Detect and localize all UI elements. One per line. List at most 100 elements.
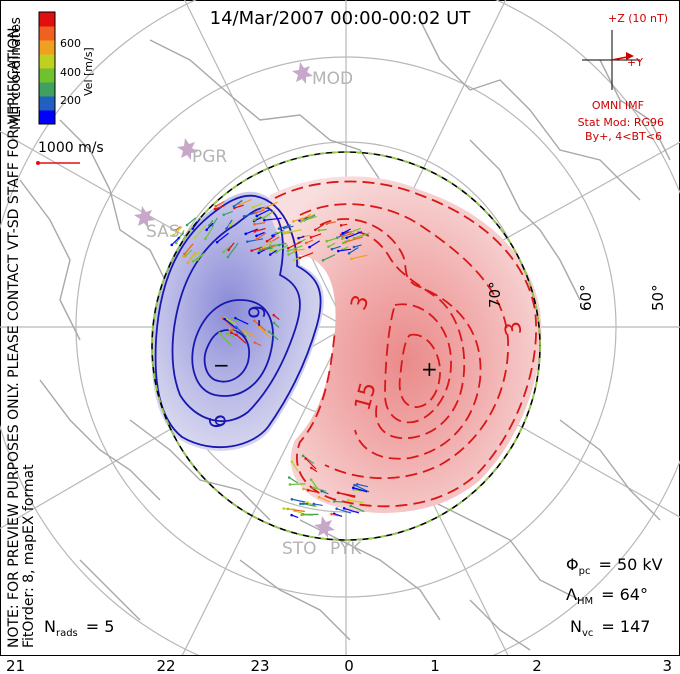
- colorbar-segment: [39, 96, 55, 111]
- velocity-vector: [256, 209, 270, 217]
- station-label-sas: SAS: [146, 222, 180, 242]
- velocity-vector: [291, 498, 306, 503]
- velocity-vector-origin: [304, 457, 308, 460]
- velocity-vector: [192, 251, 200, 258]
- velocity-vector: [278, 224, 291, 230]
- velocity-vector: [235, 334, 247, 344]
- velocity-vector: [257, 326, 272, 339]
- velocity-vector-origin: [172, 233, 175, 237]
- velocity-vector-origin: [290, 513, 293, 517]
- velocity-vector-origin: [252, 319, 256, 323]
- velocity-vector-origin: [330, 512, 333, 516]
- velocity-vector: [351, 254, 368, 260]
- velocity-vector-origin: [287, 253, 290, 256]
- velocity-vector: [305, 458, 317, 470]
- velocity-vector-origin: [258, 248, 262, 252]
- velocity-vector-origin: [320, 489, 324, 493]
- velocity-vector-origin: [268, 253, 272, 256]
- velocity-vector: [223, 210, 233, 216]
- velocity-vector: [204, 227, 214, 240]
- velocity-vector: [261, 244, 277, 250]
- velocity-vector-origin: [174, 229, 177, 232]
- velocity-vector: [254, 222, 266, 225]
- imf-y-label: +Y: [627, 56, 643, 69]
- velocity-vector-origin: [232, 205, 236, 208]
- velocity-vector-origin: [317, 495, 321, 499]
- velocity-vector-origin: [309, 478, 313, 482]
- imf-dial: [582, 30, 640, 90]
- velocity-vector: [322, 254, 336, 261]
- velocity-vector-origin: [274, 231, 277, 235]
- velocity-vector-origin: [335, 507, 338, 511]
- velocity-vector-origin: [336, 491, 340, 495]
- mlt-tick-label: 22: [156, 657, 175, 674]
- velocity-vector-origin: [327, 245, 330, 249]
- velocity-vector-origin: [271, 234, 274, 237]
- velocity-vector: [353, 244, 362, 248]
- colorbar-segment: [39, 40, 55, 55]
- mlt-tick-label: 2: [532, 657, 542, 674]
- imf-source: OMNI IMF: [592, 99, 644, 112]
- velocity-vector: [354, 484, 370, 493]
- velocity-vector-origin: [330, 247, 334, 251]
- velocity-vector: [275, 244, 289, 253]
- velocity-vector: [224, 318, 238, 330]
- velocity-vector-origin: [300, 218, 303, 221]
- colorbar-segment: [39, 110, 55, 125]
- velocity-vector-origin: [302, 487, 305, 491]
- velocity-vector-origin: [310, 466, 313, 470]
- velocity-vector: [309, 240, 320, 248]
- velocity-vector: [247, 238, 264, 243]
- velocity-vector: [234, 204, 244, 209]
- velocity-vector-origin: [253, 218, 256, 222]
- velocity-vector: [336, 508, 352, 514]
- velocity-vector-origin: [352, 236, 356, 240]
- velocity-vector: [192, 218, 201, 229]
- velocity-vector-origin: [287, 476, 291, 479]
- velocity-vector: [228, 242, 235, 251]
- velocity-vector: [334, 500, 343, 503]
- map-title: 14/Mar/2007 00:00-00:02 UT: [210, 8, 472, 29]
- contour-label-neg9-upper: -9: [246, 305, 271, 327]
- mlt-tick-label: 0: [344, 657, 354, 674]
- vector-scale-dot: [36, 161, 40, 165]
- radar-count: Nrads = 5: [44, 617, 114, 639]
- velocity-vector-origin: [348, 230, 352, 234]
- velocity-vector: [288, 240, 302, 249]
- velocity-vector-origin: [342, 241, 345, 245]
- velocity-vector: [233, 199, 243, 207]
- velocity-vector-origin: [350, 257, 353, 261]
- latitude-label-70: 70°: [486, 281, 504, 308]
- velocity-vector: [226, 219, 233, 229]
- velocity-vector: [235, 326, 247, 338]
- colorbar-segment: [39, 82, 55, 97]
- velocity-vector: [187, 251, 196, 264]
- velocity-vector-origin: [265, 239, 269, 243]
- velocity-vector-origin: [255, 214, 259, 218]
- velocity-vector-origin: [349, 504, 353, 508]
- velocity-vector: [345, 236, 363, 243]
- velocity-vector-origin: [286, 249, 290, 253]
- colorbar-segment: [39, 54, 55, 69]
- velocity-vector-origin: [235, 325, 238, 329]
- velocity-vector: [346, 231, 363, 239]
- velocity-vector-origin: [341, 231, 345, 235]
- velocity-vector-origin: [244, 232, 248, 236]
- velocity-vector-origin: [282, 507, 286, 510]
- station-label-pyk: PYK: [330, 539, 362, 559]
- velocity-vector-origin: [314, 228, 317, 232]
- velocity-vector-origin: [254, 211, 258, 215]
- velocity-vector-origin: [277, 243, 281, 247]
- velocity-vector-origin: [205, 228, 208, 232]
- velocity-vector: [304, 214, 315, 221]
- velocity-vector: [171, 236, 181, 246]
- hmb-latitude: ΛHM = 64°: [566, 585, 648, 607]
- velocity-vector-origin: [342, 507, 346, 510]
- velocity-vector-origin: [228, 224, 232, 227]
- velocity-vector-origin: [255, 234, 258, 238]
- velocity-vector: [252, 202, 263, 208]
- velocity-vector: [310, 233, 322, 238]
- velocity-vector: [294, 510, 304, 515]
- velocity-vector: [270, 248, 281, 252]
